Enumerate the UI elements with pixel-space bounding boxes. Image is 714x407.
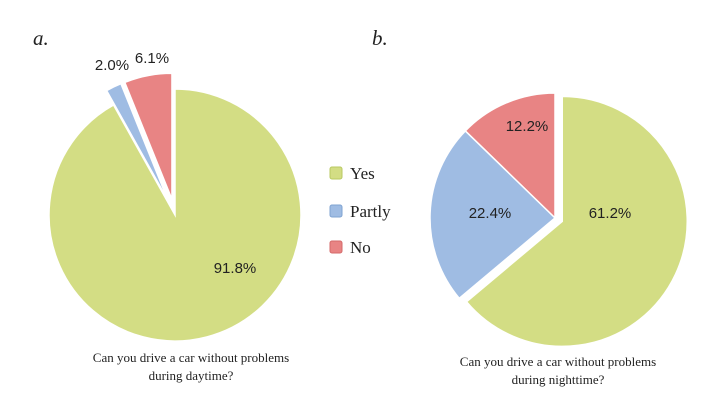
data-label-partly: 22.4%	[469, 205, 512, 222]
legend: Yes Partly No	[329, 164, 391, 257]
pie-slice-no	[123, 72, 173, 200]
data-label-partly: 2.0%	[95, 57, 129, 74]
data-label-no: 12.2%	[506, 118, 549, 135]
pie-slice-partly	[105, 82, 169, 201]
legend-label-no: No	[350, 238, 371, 257]
pie-chart-daytime: a. 91.8% 2.0% 6.1%	[33, 26, 302, 342]
data-label-yes: 61.2%	[589, 205, 632, 222]
data-label-yes: 91.8%	[214, 260, 257, 277]
legend-swatch-yes	[329, 166, 343, 180]
caption-daytime-line2: during daytime?	[149, 368, 234, 383]
caption-nighttime-line2: during nighttime?	[512, 372, 605, 387]
caption-nighttime-line1: Can you drive a car without problems	[460, 354, 656, 369]
panel-label-b: b.	[372, 26, 388, 50]
legend-label-yes: Yes	[350, 164, 375, 183]
pie-chart-nighttime: b. 61.2% 22.4% 12.2%	[372, 26, 688, 348]
pie-slice-partly	[429, 129, 557, 300]
data-label-no: 6.1%	[135, 50, 169, 67]
pie-slice-yes	[48, 88, 302, 342]
legend-label-partly: Partly	[350, 202, 391, 221]
legend-swatch-no	[329, 240, 343, 254]
pie-slice-no	[464, 92, 556, 220]
pie-slice-yes	[465, 95, 688, 348]
panel-label-a: a.	[33, 26, 49, 50]
legend-swatch-partly	[329, 204, 343, 218]
caption-daytime-line1: Can you drive a car without problems	[93, 350, 289, 365]
